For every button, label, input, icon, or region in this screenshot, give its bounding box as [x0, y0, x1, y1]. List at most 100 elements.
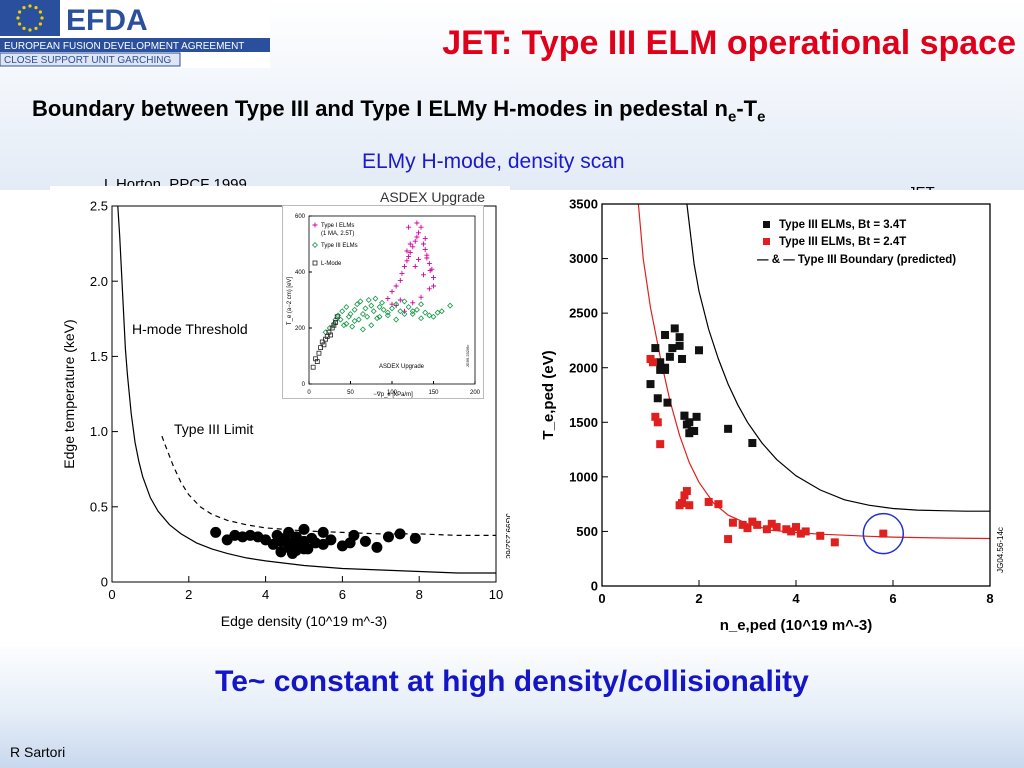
y-axis-label: T_e,ped (eV): [540, 350, 557, 439]
eu-star-icon: [38, 22, 42, 26]
h-mode-threshold-curve: [117, 205, 496, 574]
plot-frame: [308, 215, 476, 385]
legend-type1-label: Type I ELMs: [321, 223, 354, 229]
type1-elm-point: [422, 247, 428, 253]
bt24-point: [787, 527, 796, 536]
type1-elm-point: [385, 296, 391, 302]
type1-elm-point: [407, 249, 413, 255]
type1-elm-point: [393, 303, 399, 309]
eu-star-icon: [34, 6, 38, 10]
bt24-point: [772, 523, 781, 532]
bt24-point: [830, 538, 839, 547]
x-tick-label: 6: [339, 587, 346, 602]
type3-elm-point: [397, 308, 404, 315]
conclusion-text: Te~ constant at high density/collisional…: [215, 665, 809, 698]
inset-figure-code: JG99.232/6c: [465, 345, 470, 368]
highlight-circle: [862, 512, 905, 555]
bt34-point: [646, 380, 655, 389]
l-mode-point: [316, 350, 322, 356]
type1-elm-point: [406, 224, 412, 230]
bt24-point: [767, 519, 776, 528]
bt34-point: [661, 365, 670, 374]
data-point: [298, 543, 310, 555]
legend-bt24-marker: [763, 238, 770, 245]
type3-elm-point: [409, 308, 416, 315]
type1-elm-point: [397, 277, 403, 283]
type3-elm-point: [351, 306, 358, 313]
y-tick-label: 1500: [569, 415, 598, 430]
bt24-point: [724, 535, 733, 544]
inset-title: ASDEX Upgrade: [379, 364, 425, 370]
data-point: [394, 528, 406, 540]
type1-elm-point: [416, 230, 422, 236]
data-point: [325, 534, 337, 546]
type1-elm-point: [399, 270, 405, 276]
type3-elm-point: [405, 304, 412, 310]
l-mode-point: [314, 359, 320, 365]
type3-elm-point: [362, 305, 369, 312]
type1-elm-point: [426, 261, 432, 267]
type3-elm-point: [389, 305, 395, 312]
type3-elm-point: [347, 311, 354, 317]
y-tick-label: 500: [576, 524, 598, 539]
bt24-point: [753, 520, 762, 529]
eu-star-icon: [16, 16, 20, 20]
data-point: [382, 531, 394, 543]
type3-limit-curve: [161, 435, 496, 536]
type1-elm-point: [406, 254, 412, 260]
l-mode-point: [328, 332, 333, 338]
x-tick-label: 8: [416, 587, 423, 602]
y-tick-label: 1.0: [90, 424, 108, 439]
bt24-point: [714, 500, 723, 509]
bt24-point: [816, 531, 825, 540]
x-tick-label: 0: [307, 390, 311, 396]
x-tick-label: 10: [489, 587, 503, 602]
bt34-point: [685, 429, 694, 438]
inset-y-label: T_e (a−2 cm) [eV]: [287, 277, 293, 326]
y-tick-label: 1.5: [90, 349, 108, 364]
bt24-point: [738, 520, 747, 529]
type3-elm-point: [351, 318, 358, 324]
type1-elm-point: [412, 238, 418, 244]
bt24-point: [656, 440, 665, 449]
org-name: EFDA: [66, 4, 148, 37]
bt34-point: [692, 412, 701, 421]
type3-elm-point: [343, 320, 350, 327]
type3-elm-point: [434, 309, 441, 316]
bt24-point: [796, 529, 805, 538]
bt24-point: [801, 527, 810, 536]
legend-type1-sub: (1 MA, 2.5T): [321, 231, 354, 237]
bt34-point: [670, 324, 679, 333]
type1-elm-point: [397, 297, 403, 303]
bt34-point: [695, 346, 703, 355]
type1-elm-point: [401, 263, 407, 269]
y-tick-label: 0: [302, 382, 306, 388]
eu-star-icon: [38, 10, 42, 14]
jet-pedestal-chart: 0 2 4 6 8 0 500 1000 1500 2000 2500 3000 3500 Type II…: [540, 197, 1005, 634]
type1-elm-point: [393, 283, 399, 289]
inset-chart-panel: 0 50 100 150 200 0 200 400 600 Type I ELMs (1 MA, …: [282, 205, 484, 399]
bt24-point: [651, 412, 660, 421]
bt24-point: [680, 491, 689, 500]
type1-elm-point: [431, 283, 436, 289]
bt34-point: [651, 344, 660, 353]
bt24-point: [743, 524, 752, 533]
l-mode-point: [318, 345, 324, 351]
bt34-point: [678, 354, 687, 363]
data-point: [409, 532, 421, 544]
chart-title: ASDEX Upgrade: [380, 189, 485, 205]
x-tick-label: 8: [986, 591, 993, 606]
boundary-curve-2-4t: [637, 203, 991, 540]
asdex-inset-chart: 0 50 100 150 200 0 200 400 600 Type I ELMs (1 MA, …: [287, 214, 481, 398]
data-point: [359, 535, 371, 547]
bt24-point: [653, 418, 662, 427]
bt34-point: [656, 365, 665, 374]
type3-elm-point: [401, 311, 408, 317]
inset-x-label: −∇p_e [kPa/m]: [373, 391, 413, 398]
eu-star-icon: [22, 6, 26, 10]
x-tick-label: 4: [792, 591, 800, 606]
y-axis-label: Edge temperature (keV): [61, 319, 77, 468]
type1-elm-point: [418, 294, 424, 300]
type1-elm-point: [418, 224, 424, 230]
bt34-point: [675, 341, 684, 350]
